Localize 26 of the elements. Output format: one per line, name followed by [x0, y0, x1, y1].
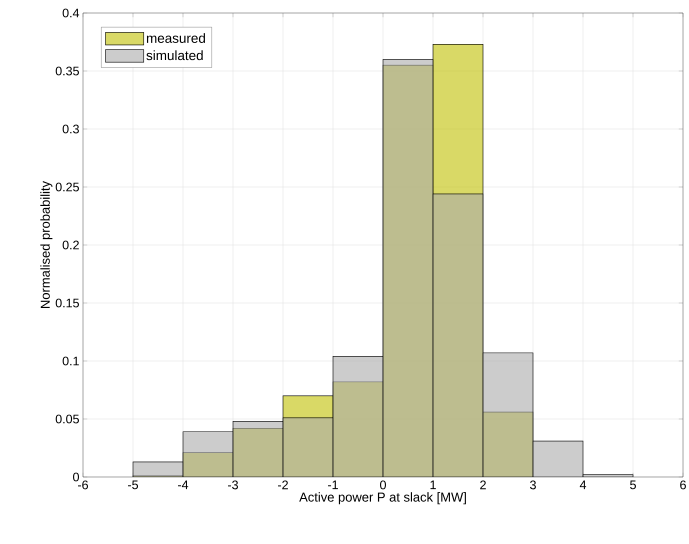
- x-tick-label: 6: [680, 480, 686, 490]
- x-tick-label: -2: [278, 480, 288, 490]
- x-tick-label: -4: [178, 480, 188, 490]
- legend-label: measured: [146, 33, 205, 43]
- x-tick-label: -6: [78, 480, 88, 490]
- y-tick-label: 0.05: [56, 414, 79, 424]
- x-axis-title: Active power P at slack [MW]: [299, 492, 466, 504]
- x-tick-label: 4: [580, 480, 586, 490]
- x-tick-label: -1: [328, 480, 338, 490]
- x-tick-label: 5: [630, 480, 636, 490]
- y-tick-label: 0.35: [56, 66, 79, 76]
- x-tick-label: 1: [430, 480, 436, 490]
- legend-label: simulated: [146, 50, 203, 60]
- y-tick-label: 0.2: [62, 240, 79, 250]
- y-tick-label: 0.25: [56, 182, 79, 192]
- y-tick-label: 0: [73, 472, 79, 482]
- x-tick-label: -3: [228, 480, 238, 490]
- x-tick-label: -5: [128, 480, 138, 490]
- x-tick-label: 0: [380, 480, 386, 490]
- x-tick-label: 3: [530, 480, 536, 490]
- y-tick-label: 0.3: [62, 124, 79, 134]
- y-axis-title: Normalised probability: [40, 180, 52, 308]
- x-tick-label: 2: [480, 480, 486, 490]
- y-tick-label: 0.4: [62, 8, 80, 18]
- y-tick-label: 0.15: [56, 298, 79, 308]
- y-tick-label: 0.1: [62, 356, 79, 366]
